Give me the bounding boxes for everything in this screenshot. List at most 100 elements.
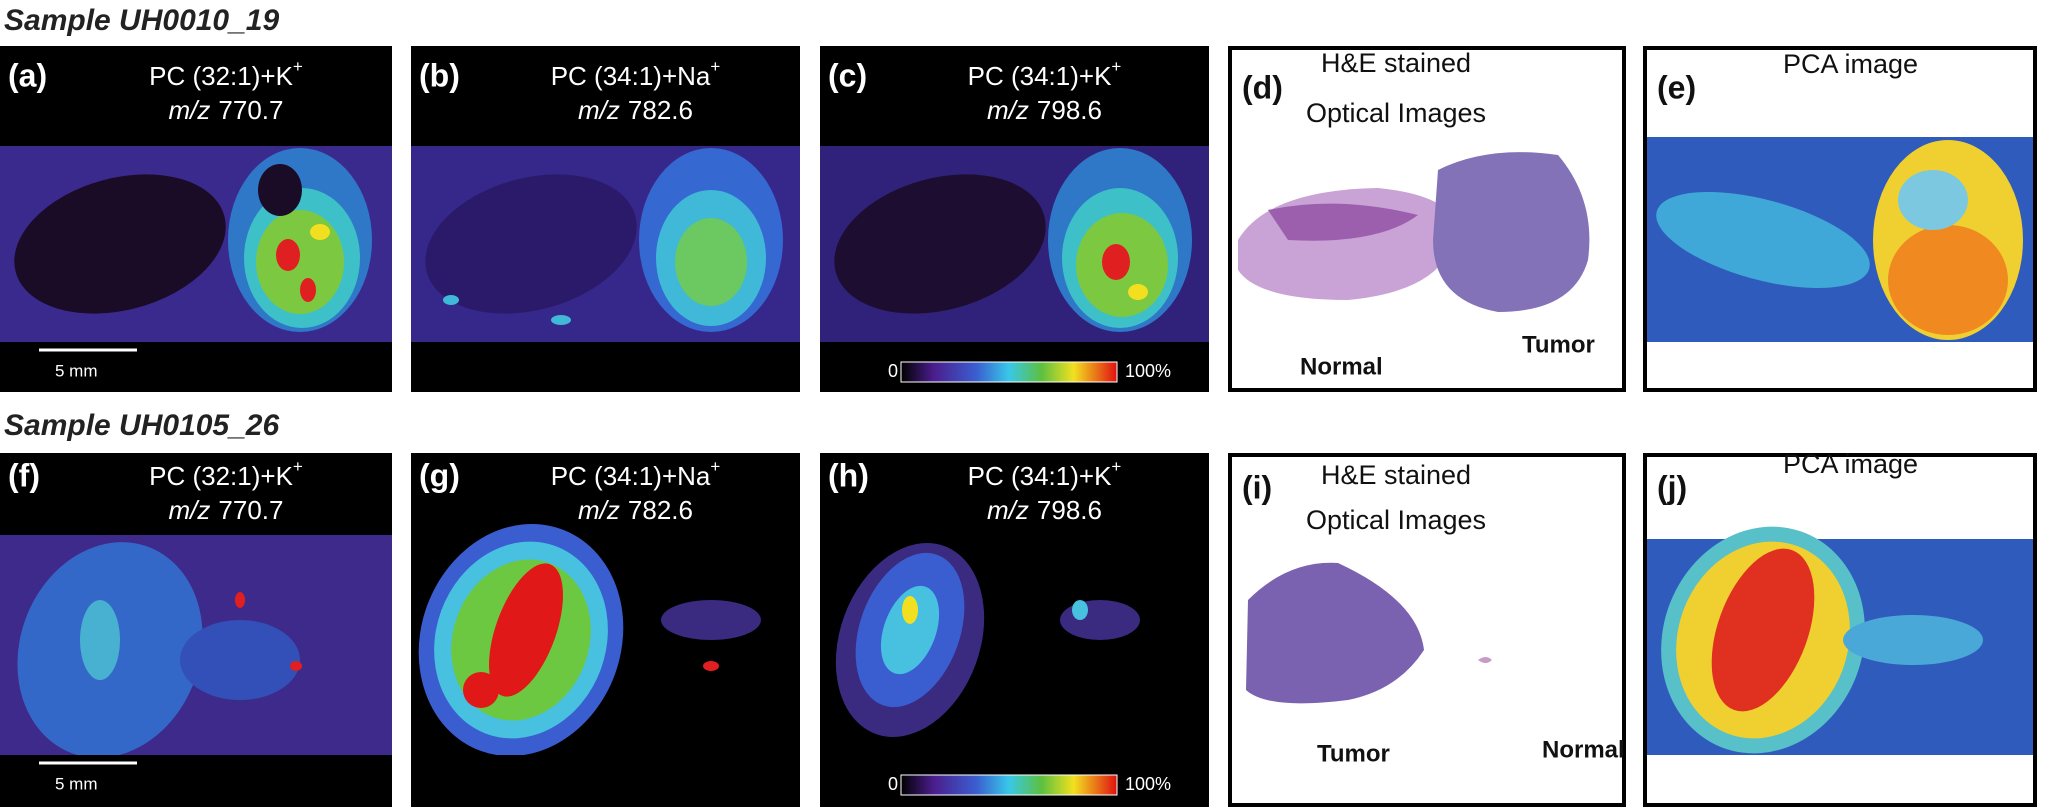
tissue-region: [443, 295, 459, 305]
colorbar-max: 100%: [1125, 361, 1171, 381]
mz-value: m/z 770.7: [169, 95, 284, 125]
tissue-region: [551, 315, 571, 325]
charge: +: [710, 457, 720, 476]
mz-value: m/z 782.6: [578, 95, 693, 125]
charge: +: [293, 57, 303, 76]
ion: PC (34:1)+K: [968, 461, 1112, 491]
pca-region: [1898, 170, 1968, 230]
optical-panel: (d) H&E stained Optical Images Normal Tumor: [1228, 46, 1626, 392]
tissue-region: [463, 672, 499, 708]
panel-label: (f): [8, 457, 40, 493]
panel-label: (b): [419, 57, 460, 93]
optical-title: H&E stained: [1321, 460, 1471, 490]
ion-name: PC (34:1)+Na+: [551, 457, 721, 490]
msi-panel: (f) PC (32:1)+K+ m/z 770.7 5 mm: [0, 453, 392, 807]
tissue-label: Normal: [1300, 353, 1383, 380]
colorbar-max: 100%: [1125, 774, 1171, 794]
tissue: [17, 542, 302, 755]
tissue-region: [235, 592, 245, 608]
tissue-label: Tumor: [1522, 331, 1595, 358]
tissue: [425, 148, 783, 332]
optical-title: H&E stained: [1321, 48, 1471, 78]
tissue-region: [703, 661, 719, 671]
optical-title: Optical Images: [1306, 98, 1486, 128]
tissue-label: Tumor: [1317, 740, 1390, 767]
msi-panel: (g) PC (34:1)+Na+ m/z 782.6: [411, 453, 800, 807]
mz-label: m/z: [987, 95, 1029, 125]
ion: PC (32:1)+K: [149, 461, 293, 491]
mz-label: m/z: [987, 495, 1029, 525]
tissue-region: [489, 563, 563, 697]
mz: 798.6: [1037, 95, 1102, 125]
normal-tissue-dark: [1268, 203, 1418, 241]
mz: 798.6: [1037, 495, 1102, 525]
ion-name: PC (34:1)+K+: [968, 57, 1122, 90]
panel-label: (i): [1242, 469, 1272, 505]
mz-value: m/z 782.6: [578, 495, 693, 525]
row-title: Sample UH0010_19: [4, 4, 279, 37]
mz-value: m/z 798.6: [987, 495, 1102, 525]
tissue: [834, 148, 1192, 332]
tissue-region: [290, 661, 302, 671]
tissue-region: [675, 218, 747, 306]
colorbar-min: 0: [888, 361, 898, 381]
pca-region: [1843, 615, 1983, 665]
pca-title: PCA image: [1783, 449, 1918, 479]
msi-panel: (c) PC (34:1)+K+ m/z 798.6 0 100%: [820, 46, 1209, 392]
tissue-region: [258, 164, 302, 216]
optical-panel: (i) H&E stained Optical Images Tumor Normal: [1228, 453, 1626, 807]
panel-label: (g): [419, 457, 460, 493]
pca-panel: (e) PCA image: [1643, 46, 2037, 392]
tissue: [835, 543, 1140, 737]
ion-name: PC (32:1)+K+: [149, 57, 303, 90]
tissue-region: [14, 174, 226, 314]
tumor-tissue: [1246, 562, 1424, 704]
ion-name: PC (32:1)+K+: [149, 457, 303, 490]
tissue-region: [1128, 284, 1148, 300]
msi-panel: (a) PC (32:1)+K+ m/z 770.7 5 mm: [0, 46, 392, 392]
ion: PC (34:1)+Na: [551, 61, 711, 91]
mz-label: m/z: [169, 495, 211, 525]
tissue-label: Normal: [1542, 736, 1625, 763]
colorbar-min: 0: [888, 774, 898, 794]
tissue-region: [1060, 600, 1140, 640]
mz-label: m/z: [169, 95, 211, 125]
tissue-region: [276, 239, 300, 271]
pca-panel: (j) PCA image: [1643, 449, 2037, 807]
ion: PC (32:1)+K: [149, 61, 293, 91]
mz: 782.6: [628, 495, 693, 525]
pca-title: PCA image: [1783, 49, 1918, 79]
charge: +: [710, 57, 720, 76]
mz-label: m/z: [578, 95, 620, 125]
scale-label: 5 mm: [55, 361, 98, 380]
panel-label: (a): [8, 57, 47, 93]
msi-panel: (b) PC (34:1)+Na+ m/z 782.6: [411, 46, 800, 392]
scale-label: 5 mm: [55, 774, 98, 793]
charge: +: [1111, 457, 1121, 476]
panel-label: (e): [1657, 69, 1696, 105]
tissue: [418, 523, 761, 755]
ion-name: PC (34:1)+Na+: [551, 57, 721, 90]
row-title: Sample UH0105_26: [4, 409, 279, 442]
pca-region: [1656, 192, 1870, 288]
mz: 782.6: [628, 95, 693, 125]
tumor-tissue: [1433, 152, 1590, 312]
tissue-region: [880, 585, 940, 675]
colorbar: [900, 774, 1118, 796]
ion-name: PC (34:1)+K+: [968, 457, 1122, 490]
charge: +: [293, 457, 303, 476]
tissue: [14, 148, 372, 332]
charge: +: [1111, 57, 1121, 76]
tissue-region: [902, 596, 918, 624]
tissue-region: [834, 174, 1046, 314]
optical-title: Optical Images: [1306, 505, 1486, 535]
tissue-region: [180, 620, 300, 700]
colorbar: [900, 361, 1118, 383]
tissue-region: [661, 600, 761, 640]
mz-value: m/z 770.7: [169, 495, 284, 525]
panel-label: (h): [828, 457, 869, 493]
mz-label: m/z: [578, 495, 620, 525]
mz-value: m/z 798.6: [987, 95, 1102, 125]
